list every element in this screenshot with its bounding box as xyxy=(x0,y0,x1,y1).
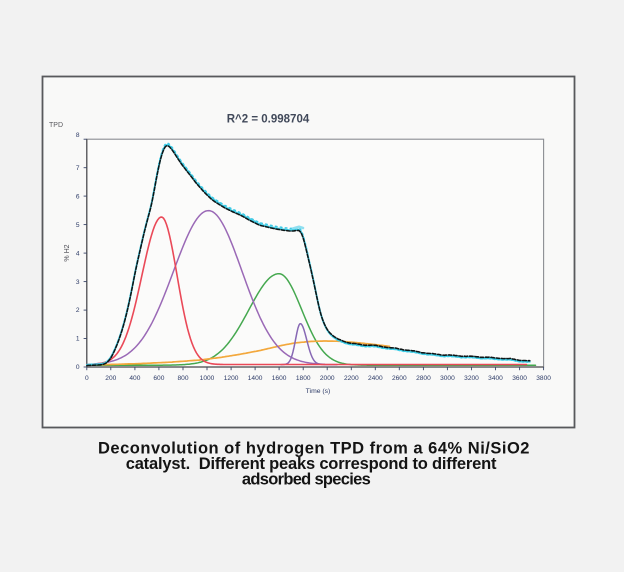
svg-text:1800: 1800 xyxy=(296,375,311,382)
svg-text:0: 0 xyxy=(85,375,89,382)
svg-text:2: 2 xyxy=(76,307,80,314)
svg-text:600: 600 xyxy=(153,375,164,382)
svg-text:800: 800 xyxy=(177,375,188,382)
svg-text:400: 400 xyxy=(129,375,140,382)
svg-text:1600: 1600 xyxy=(272,375,287,382)
svg-text:8: 8 xyxy=(76,132,80,139)
svg-text:3400: 3400 xyxy=(488,375,503,382)
svg-text:2600: 2600 xyxy=(392,375,407,382)
svg-text:catalyst. Different peaks cor: catalyst. Different peaks correspond to … xyxy=(126,455,497,473)
svg-text:7: 7 xyxy=(76,165,80,172)
svg-text:2200: 2200 xyxy=(344,375,359,382)
svg-text:4: 4 xyxy=(76,250,80,257)
svg-text:2000: 2000 xyxy=(320,375,335,382)
svg-text:adsorbed species: adsorbed species xyxy=(242,471,371,489)
svg-text:TPD: TPD xyxy=(49,122,63,129)
svg-text:5: 5 xyxy=(76,222,80,229)
svg-text:Deconvolution of hydrogen TPD: Deconvolution of hydrogen TPD from a 64%… xyxy=(98,440,530,458)
svg-text:0: 0 xyxy=(76,364,80,371)
svg-text:200: 200 xyxy=(105,375,116,382)
svg-text:3200: 3200 xyxy=(464,375,479,382)
svg-text:3000: 3000 xyxy=(440,375,455,382)
svg-text:R^2 = 0.998704: R^2 = 0.998704 xyxy=(227,114,310,126)
svg-text:1400: 1400 xyxy=(248,375,263,382)
svg-text:3: 3 xyxy=(76,279,80,286)
svg-text:3800: 3800 xyxy=(536,375,551,382)
svg-text:2400: 2400 xyxy=(368,375,383,382)
svg-text:1000: 1000 xyxy=(200,375,215,382)
svg-text:2800: 2800 xyxy=(416,375,431,382)
svg-text:6: 6 xyxy=(76,193,80,200)
svg-text:1200: 1200 xyxy=(224,375,239,382)
svg-text:1: 1 xyxy=(76,336,80,343)
svg-text:% H2: % H2 xyxy=(64,244,71,261)
svg-text:Time (s): Time (s) xyxy=(306,388,331,395)
svg-text:3600: 3600 xyxy=(512,375,527,382)
